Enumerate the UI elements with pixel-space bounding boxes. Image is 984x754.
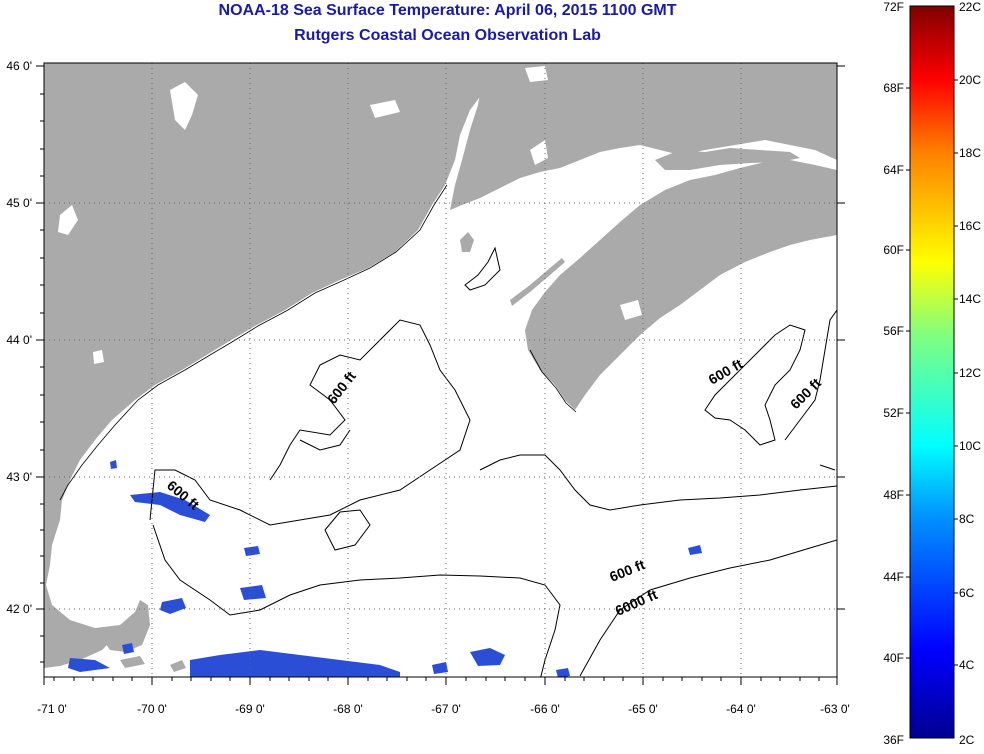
colorbar-ticks [906, 79, 958, 666]
lat-label: 44 0' [6, 333, 32, 347]
colorbar-c-label: 18C [959, 146, 981, 160]
land-mainland [44, 63, 485, 668]
land-new-brunswick [450, 63, 837, 210]
colorbar [909, 5, 955, 739]
lon-label: -71 0' [37, 702, 67, 716]
lake [530, 140, 548, 165]
map-title: NOAA-18 Sea Surface Temperature: April 0… [218, 2, 677, 19]
colorbar-f-label: 36F [883, 733, 904, 747]
lake [93, 350, 104, 364]
colorbar-c-label: 20C [959, 73, 981, 87]
colorbar-c-label: 22C [959, 0, 981, 14]
lat-label: 46 0' [6, 59, 32, 73]
colorbar-f-label: 44F [883, 570, 904, 584]
lon-label: -63 0' [820, 702, 850, 716]
colorbar-c-label: 16C [959, 219, 981, 233]
graticule [44, 63, 837, 677]
colorbar-c-label: 14C [959, 292, 981, 306]
colorbar-c-label: 6C [959, 586, 975, 600]
lon-label: -64 0' [726, 702, 756, 716]
land-nova-scotia [525, 160, 837, 410]
land-cape-cod [95, 600, 150, 652]
lake [58, 205, 78, 235]
colorbar-c-label: 4C [959, 658, 975, 672]
colorbar-c-label: 8C [959, 512, 975, 526]
lake [525, 66, 548, 82]
lon-label: -65 0' [628, 702, 658, 716]
land-digby-neck [510, 258, 565, 306]
lon-label: -69 0' [235, 702, 265, 716]
colorbar-c-label: 10C [959, 439, 981, 453]
land-marthas-vineyard [120, 656, 145, 668]
colorbar-c-label: 2C [959, 733, 975, 747]
axis-ticks [36, 65, 845, 685]
lat-label: 42 0' [6, 602, 32, 616]
colorbar-f-label: 52F [883, 406, 904, 420]
land-nantucket [170, 660, 186, 672]
map-border [43, 62, 838, 678]
lake [620, 300, 642, 320]
lake [170, 82, 198, 130]
lon-label: -68 0' [333, 702, 363, 716]
lon-label: -66 0' [530, 702, 560, 716]
lon-label: -67 0' [431, 702, 461, 716]
colorbar-f-label: 56F [883, 324, 904, 338]
colorbar-f-label: 60F [883, 243, 904, 257]
lat-label: 43 0' [6, 470, 32, 484]
colorbar-f-label: 72F [883, 0, 904, 14]
land-grand-manan [460, 232, 474, 252]
colorbar-f-label: 64F [883, 163, 904, 177]
colorbar-f-label: 40F [883, 651, 904, 665]
lat-label: 45 0' [6, 196, 32, 210]
map-subtitle: Rutgers Coastal Ocean Observation Lab [294, 27, 601, 44]
colorbar-c-label: 12C [959, 366, 981, 380]
colorbar-f-label: 48F [883, 488, 904, 502]
land-pei [655, 148, 800, 170]
coastline-detail [59, 184, 577, 501]
lake [370, 100, 400, 118]
sst-cold-patches [68, 460, 702, 677]
colorbar-f-label: 68F [883, 81, 904, 95]
lon-label: -70 0' [137, 702, 167, 716]
